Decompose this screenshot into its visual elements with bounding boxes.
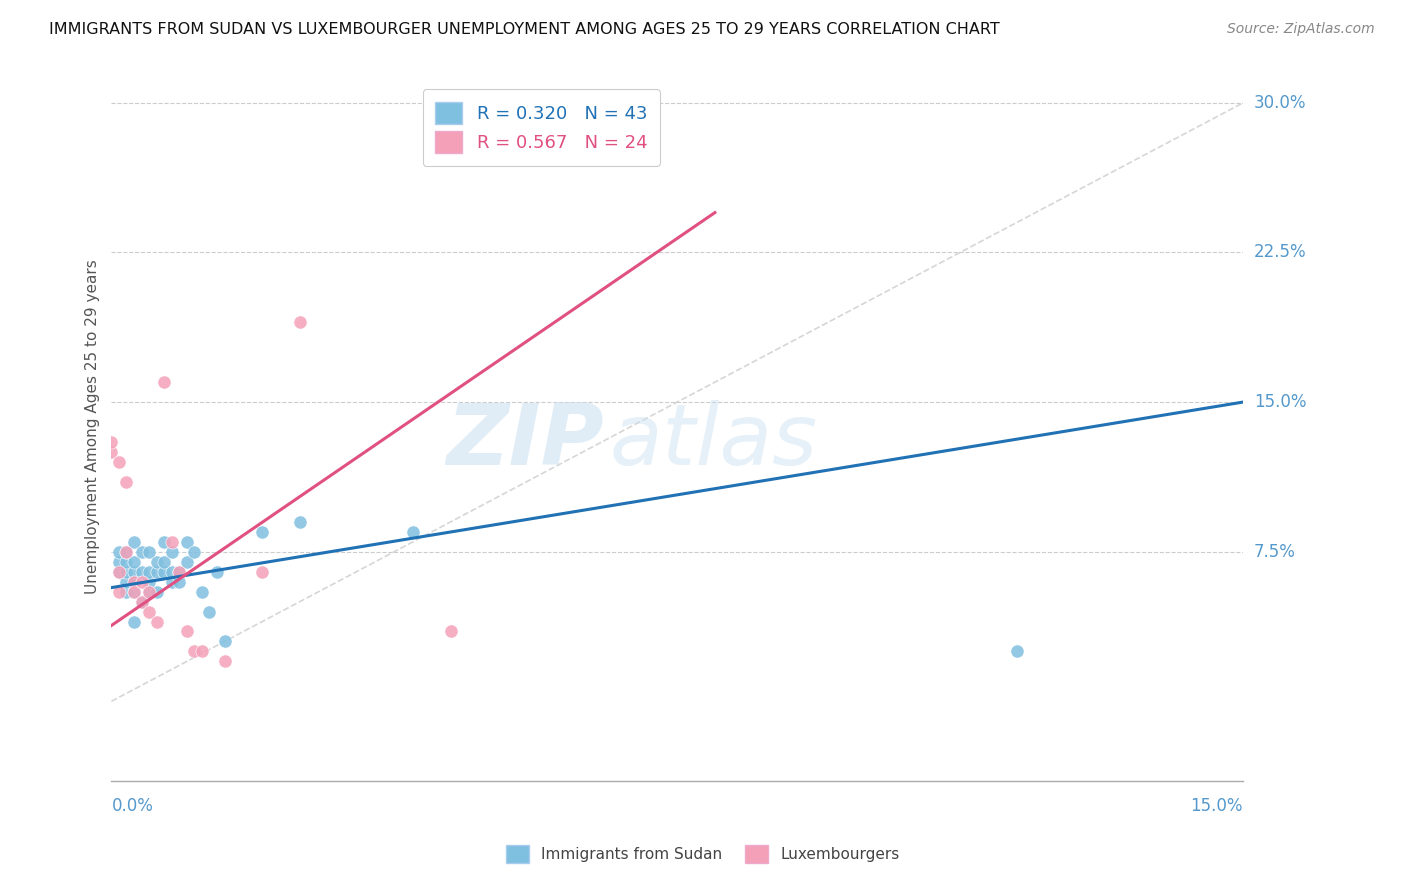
Point bbox=[138, 565, 160, 579]
Point bbox=[160, 565, 183, 579]
Point bbox=[131, 594, 153, 608]
Point bbox=[122, 584, 145, 599]
Legend: R = 0.320   N = 43, R = 0.567   N = 24: R = 0.320 N = 43, R = 0.567 N = 24 bbox=[423, 89, 659, 166]
Point bbox=[122, 534, 145, 549]
Point bbox=[115, 555, 138, 569]
Point bbox=[145, 615, 167, 629]
Point bbox=[108, 544, 131, 558]
Point bbox=[191, 644, 214, 658]
Point bbox=[115, 565, 138, 579]
Point bbox=[122, 565, 145, 579]
Point bbox=[138, 544, 160, 558]
Y-axis label: Unemployment Among Ages 25 to 29 years: Unemployment Among Ages 25 to 29 years bbox=[86, 260, 100, 594]
Point bbox=[1005, 644, 1028, 658]
Point bbox=[100, 445, 122, 459]
Point bbox=[122, 615, 145, 629]
Point bbox=[122, 584, 145, 599]
Point bbox=[108, 565, 131, 579]
Point bbox=[108, 565, 131, 579]
Point bbox=[115, 475, 138, 489]
Point bbox=[176, 624, 198, 639]
Legend: Immigrants from Sudan, Luxembourgers: Immigrants from Sudan, Luxembourgers bbox=[499, 837, 907, 871]
Point bbox=[169, 565, 191, 579]
Text: 30.0%: 30.0% bbox=[1254, 94, 1306, 112]
Point bbox=[160, 544, 183, 558]
Point bbox=[214, 654, 236, 668]
Point bbox=[138, 584, 160, 599]
Point bbox=[108, 584, 131, 599]
Point bbox=[252, 524, 274, 539]
Point bbox=[191, 584, 214, 599]
Text: ZIP: ZIP bbox=[446, 400, 603, 483]
Point bbox=[138, 574, 160, 589]
Point bbox=[122, 574, 145, 589]
Text: atlas: atlas bbox=[609, 400, 817, 483]
Point bbox=[153, 375, 176, 389]
Point bbox=[100, 435, 122, 450]
Point bbox=[288, 515, 311, 529]
Point bbox=[252, 565, 274, 579]
Point bbox=[183, 644, 205, 658]
Point bbox=[108, 455, 131, 469]
Point bbox=[131, 544, 153, 558]
Point bbox=[198, 605, 221, 619]
Point bbox=[205, 565, 228, 579]
Text: 15.0%: 15.0% bbox=[1191, 797, 1243, 815]
Point bbox=[402, 524, 425, 539]
Point bbox=[288, 315, 311, 329]
Text: IMMIGRANTS FROM SUDAN VS LUXEMBOURGER UNEMPLOYMENT AMONG AGES 25 TO 29 YEARS COR: IMMIGRANTS FROM SUDAN VS LUXEMBOURGER UN… bbox=[49, 22, 1000, 37]
Point bbox=[138, 605, 160, 619]
Point bbox=[160, 534, 183, 549]
Point bbox=[115, 584, 138, 599]
Point bbox=[115, 544, 138, 558]
Text: 0.0%: 0.0% bbox=[111, 797, 153, 815]
Point bbox=[145, 584, 167, 599]
Point bbox=[138, 584, 160, 599]
Point bbox=[145, 565, 167, 579]
Point bbox=[176, 534, 198, 549]
Point bbox=[122, 555, 145, 569]
Point bbox=[169, 565, 191, 579]
Text: 15.0%: 15.0% bbox=[1254, 393, 1306, 411]
Point bbox=[115, 544, 138, 558]
Point bbox=[131, 574, 153, 589]
Point bbox=[176, 555, 198, 569]
Point bbox=[115, 574, 138, 589]
Point bbox=[169, 574, 191, 589]
Point bbox=[153, 555, 176, 569]
Point bbox=[440, 624, 463, 639]
Point bbox=[214, 634, 236, 648]
Point bbox=[183, 544, 205, 558]
Point bbox=[153, 534, 176, 549]
Point bbox=[108, 555, 131, 569]
Text: 7.5%: 7.5% bbox=[1254, 542, 1296, 561]
Point bbox=[131, 594, 153, 608]
Point bbox=[122, 574, 145, 589]
Text: 22.5%: 22.5% bbox=[1254, 244, 1306, 261]
Point bbox=[153, 565, 176, 579]
Text: Source: ZipAtlas.com: Source: ZipAtlas.com bbox=[1227, 22, 1375, 37]
Point bbox=[145, 555, 167, 569]
Point bbox=[160, 574, 183, 589]
Point bbox=[131, 565, 153, 579]
